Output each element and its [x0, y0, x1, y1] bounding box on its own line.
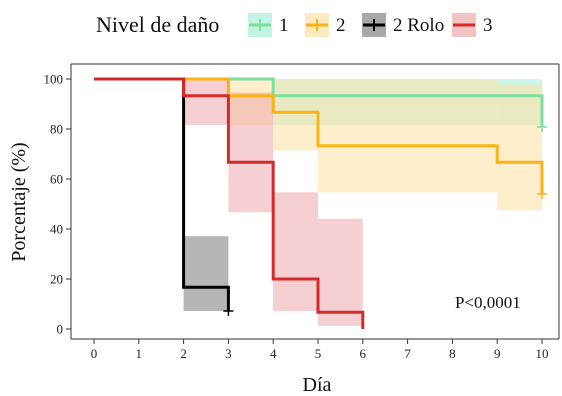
band-3-segment — [183, 79, 229, 125]
x-axis-ticks: 0 1 2 3 4 5 6 7 8 9 10 — [91, 339, 549, 361]
series-line-2 — [94, 77, 544, 194]
y-axis-ticks: 0 20 40 60 80 100 — [44, 72, 71, 337]
series-line-3 — [94, 77, 365, 329]
survival-lines — [94, 77, 544, 329]
censor-marks — [223, 122, 547, 316]
x-tick-label: 1 — [136, 346, 143, 361]
legend: Nivel de daño 1 2 2 Rolo 3 — [96, 12, 493, 37]
legend-title: Nivel de daño — [96, 12, 219, 37]
band-3-segment — [273, 192, 318, 311]
band-2-segment — [318, 79, 498, 193]
censor-mark-1 — [537, 122, 547, 132]
legend-label: 2 Rolo — [393, 15, 444, 36]
legend-label: 2 — [336, 15, 346, 36]
y-tick-label: 60 — [50, 172, 63, 187]
plot-border — [70, 63, 560, 340]
band-2-segment — [273, 79, 318, 151]
x-tick-label: 4 — [270, 346, 277, 361]
x-tick-label: 9 — [494, 346, 501, 361]
x-tick-label: 7 — [404, 346, 411, 361]
band-2-segment — [497, 84, 542, 211]
censor-mark-2-rolo — [223, 306, 234, 316]
x-tick-label: 2 — [180, 346, 187, 361]
x-tick-label: 5 — [315, 346, 322, 361]
p-value-annotation: P<0,0001 — [455, 293, 521, 312]
confidence-bands — [183, 79, 542, 326]
band-3-segment — [318, 218, 363, 326]
x-tick-label: 0 — [91, 346, 98, 361]
x-tick-label: 10 — [536, 346, 549, 361]
x-tick-label: 8 — [449, 346, 456, 361]
y-tick-label: 0 — [57, 322, 64, 337]
y-tick-label: 80 — [50, 122, 63, 137]
y-tick-label: 100 — [44, 72, 64, 87]
censor-mark-2 — [537, 189, 547, 199]
band-3-segment — [228, 92, 274, 213]
y-axis-title: Porcentaje (%) — [8, 142, 30, 261]
x-tick-label: 6 — [360, 346, 367, 361]
band-2-rolo-segment — [183, 236, 229, 311]
y-tick-label: 20 — [50, 272, 63, 287]
x-tick-label: 3 — [225, 346, 232, 361]
legend-label: 1 — [279, 15, 289, 36]
y-tick-label: 40 — [50, 222, 63, 237]
legend-label: 3 — [483, 15, 493, 36]
x-axis-title: Día — [303, 374, 332, 396]
